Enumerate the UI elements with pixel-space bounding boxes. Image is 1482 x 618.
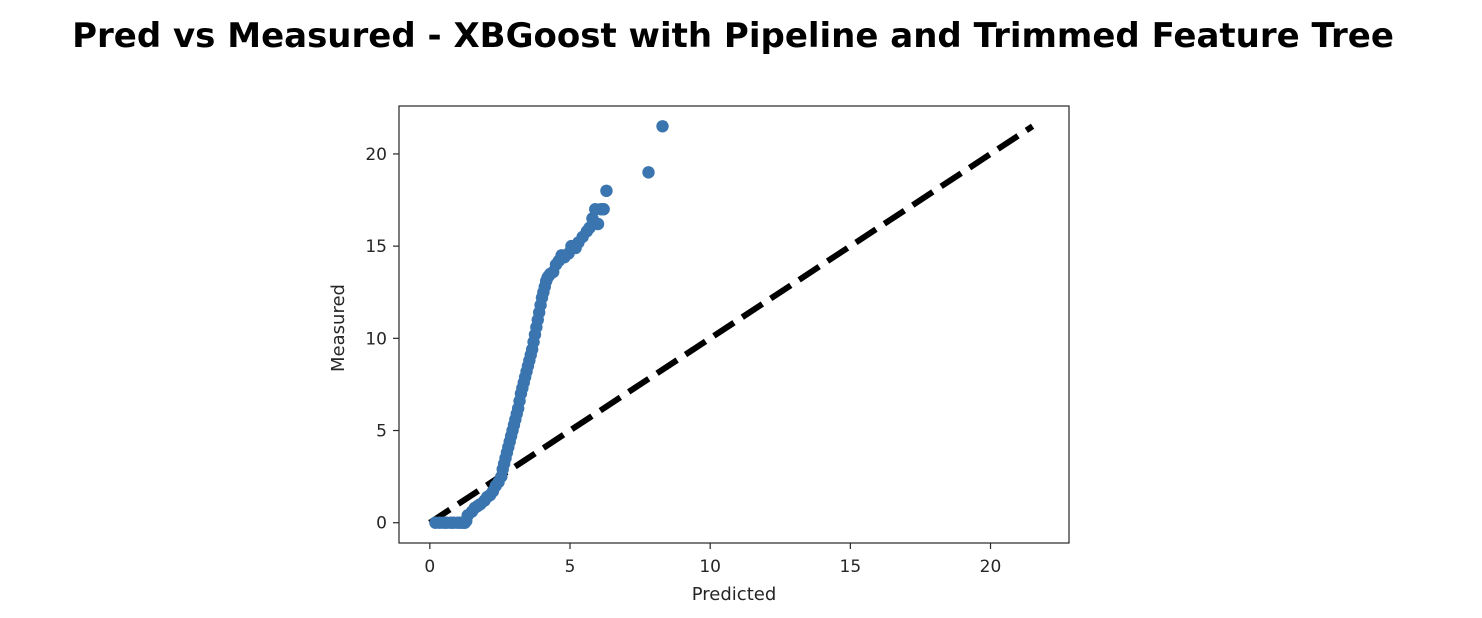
y-tick-label: 5 (376, 422, 387, 442)
x-axis-label: Predicted (692, 584, 777, 605)
reference-line (428, 123, 1035, 526)
chart-title: Pred vs Measured - XBGoost with Pipeline… (72, 16, 1394, 56)
y-axis-label: Measured (328, 284, 349, 372)
x-tick-label: 0 (424, 557, 435, 577)
scatter-points-layer (429, 120, 669, 529)
plot-area (398, 105, 1070, 544)
scatter-point (597, 203, 610, 216)
x-tick-label: 20 (980, 557, 1002, 577)
y-tick-label: 20 (365, 145, 387, 165)
y-tick-label: 15 (365, 237, 387, 257)
scatter-point (656, 120, 669, 133)
x-axis: 0 5 10 15 20 (424, 543, 1001, 577)
x-tick-label: 5 (565, 557, 576, 577)
scatter-point (642, 166, 655, 179)
reference-line-layer (428, 123, 1035, 526)
y-tick-label: 0 (376, 514, 387, 534)
x-tick-label: 10 (699, 557, 721, 577)
y-axis: 0 5 10 15 20 (365, 145, 399, 534)
scatter-point (591, 217, 605, 231)
x-tick-label: 15 (840, 557, 862, 577)
scatter-point (600, 184, 613, 198)
y-tick-label: 10 (365, 329, 387, 349)
